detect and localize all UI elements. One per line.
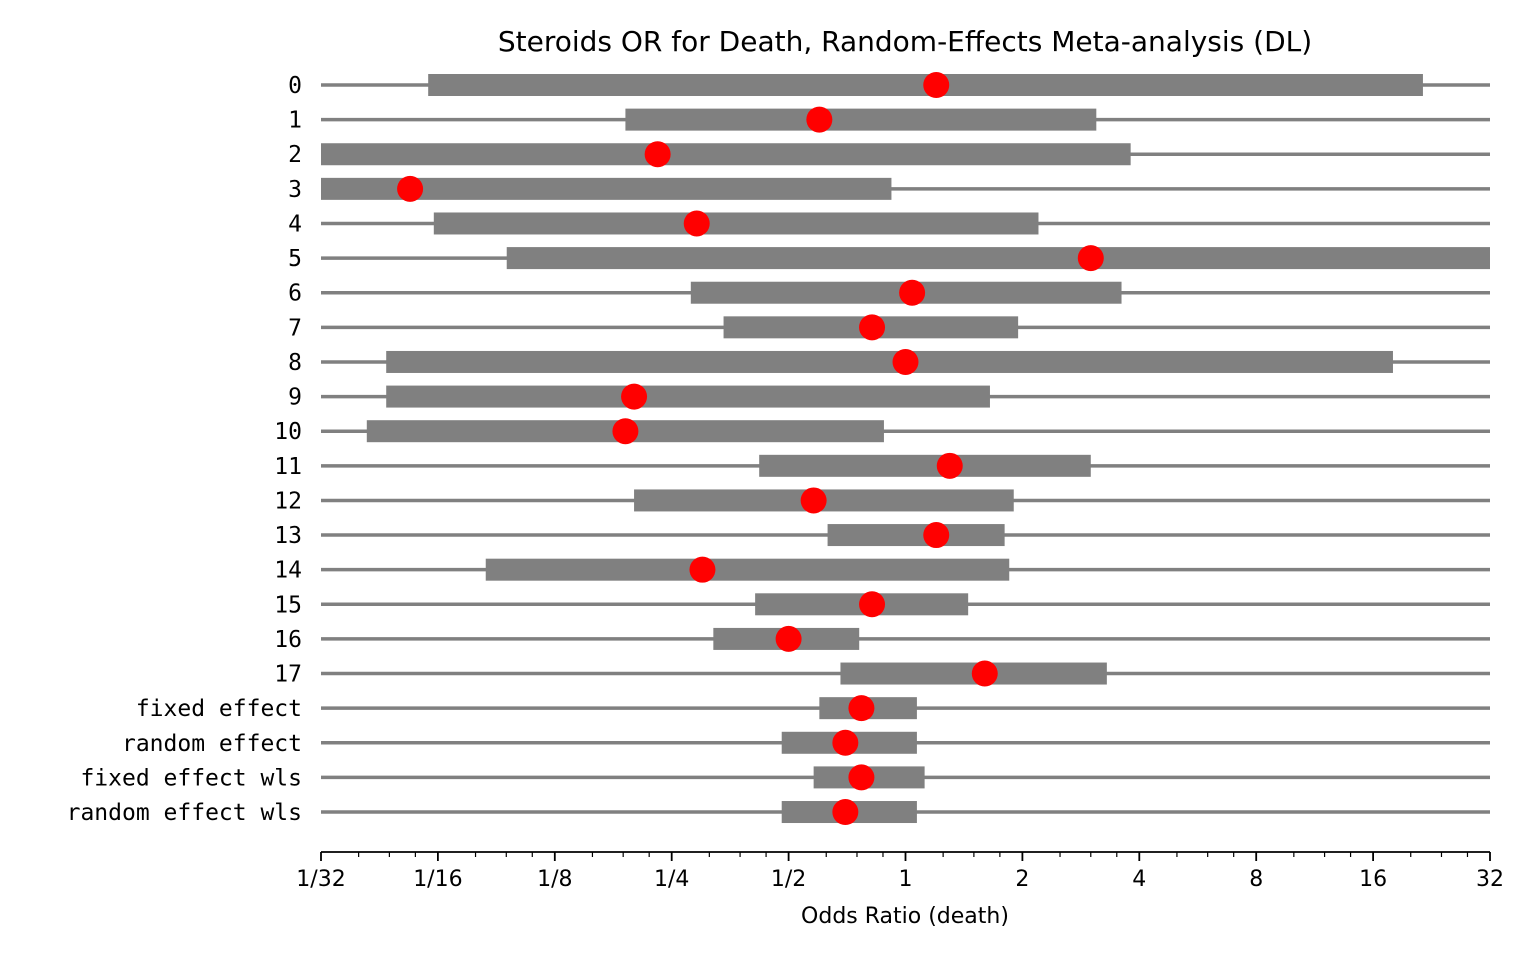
forest-row: 11 (274, 452, 1490, 480)
ci-bar (321, 143, 1131, 166)
x-tick-label: 1/8 (537, 867, 572, 892)
row-label: 5 (288, 246, 302, 272)
forest-row: 9 (288, 383, 1490, 411)
point-estimate (848, 764, 875, 791)
point-estimate (612, 418, 639, 445)
row-label: fixed effect wls (80, 765, 302, 791)
forest-row: 4 (288, 210, 1490, 237)
ci-bar (827, 524, 1005, 547)
ci-bar (433, 212, 1039, 235)
forest-row: 13 (274, 522, 1490, 549)
x-axis-label: Odds Ratio (death) (801, 904, 1009, 929)
row-label: 9 (288, 385, 302, 411)
point-estimate (923, 522, 950, 549)
chart-title: Steroids OR for Death, Random-Effects Me… (498, 25, 1312, 58)
point-estimate (832, 799, 859, 826)
ci-bar (506, 247, 1490, 270)
row-label: 6 (288, 281, 302, 307)
forest-row: 1 (288, 106, 1490, 134)
x-tick-label: 32 (1476, 867, 1504, 892)
forest-row: 7 (288, 314, 1490, 341)
row-label: 14 (274, 558, 302, 584)
row-label: 13 (274, 523, 302, 549)
point-estimate (971, 660, 998, 687)
x-tick-label: 8 (1249, 867, 1263, 892)
x-tick-label: 1/16 (413, 867, 462, 892)
forest-row: fixed effect (136, 695, 1490, 722)
x-axis: 1/32 1/16 1/8 1/4 1/2 1 2 4 8 16 32 (296, 851, 1504, 892)
point-estimate (832, 729, 859, 756)
forest-row: 17 (274, 660, 1490, 688)
ci-bar (386, 350, 1393, 373)
ci-bar (759, 454, 1091, 477)
point-estimate (1077, 245, 1104, 272)
forest-row: 2 (288, 141, 1490, 168)
row-label: 7 (288, 315, 302, 341)
forest-row: 3 (288, 175, 1490, 203)
point-estimate (800, 487, 827, 514)
x-tick-label: 1/32 (296, 867, 345, 892)
forest-row: 14 (274, 556, 1490, 584)
point-estimate (892, 348, 919, 375)
row-label: 15 (274, 592, 302, 618)
forest-row: 16 (274, 625, 1490, 653)
row-label: fixed effect (136, 696, 302, 722)
row-label: 10 (274, 419, 302, 445)
x-tick-label: 16 (1359, 867, 1387, 892)
point-estimate (775, 625, 802, 652)
ci-bar (321, 177, 892, 200)
forest-row: random effect (122, 729, 1490, 757)
forest-row: 12 (274, 487, 1490, 514)
x-tick-label: 1 (899, 867, 913, 892)
row-label: 4 (288, 211, 302, 237)
forest-row: 5 (288, 245, 1490, 272)
forest-row: 8 (288, 348, 1490, 376)
point-estimate (644, 141, 671, 168)
row-label: 12 (274, 488, 302, 514)
point-estimate (859, 591, 886, 618)
row-label: random effect (122, 731, 302, 757)
row-label: 8 (288, 350, 302, 376)
point-estimate (689, 556, 716, 583)
forest-row: 6 (288, 279, 1490, 307)
row-label: 3 (288, 177, 302, 203)
row-label: 11 (274, 454, 302, 480)
row-label: 16 (274, 627, 302, 653)
point-estimate (621, 383, 648, 410)
forest-row: fixed effect wls (80, 764, 1490, 791)
x-tick-label: 4 (1132, 867, 1146, 892)
forest-row: 15 (274, 591, 1490, 618)
point-estimate (936, 452, 963, 479)
point-estimate (806, 106, 833, 133)
x-tick-label: 2 (1015, 867, 1029, 892)
forest-row: random effect wls (67, 799, 1490, 826)
row-label: 2 (288, 142, 302, 168)
x-tick-label: 1/2 (771, 867, 806, 892)
point-estimate (397, 175, 424, 202)
row-label: random effect wls (67, 800, 302, 826)
forest-row: 0 (288, 72, 1490, 99)
row-label: 17 (274, 662, 302, 688)
row-label: 0 (288, 73, 302, 99)
row-label: 1 (288, 108, 302, 134)
point-estimate (683, 210, 710, 237)
x-tick-label: 1/4 (654, 867, 689, 892)
ci-bar (485, 558, 1010, 581)
point-estimate (848, 695, 875, 722)
point-estimate (899, 279, 926, 306)
point-estimate (859, 314, 886, 341)
point-estimate (923, 72, 950, 98)
ci-bar (386, 385, 990, 408)
ci-bar (625, 108, 1097, 131)
forest-row: 10 (274, 418, 1490, 445)
